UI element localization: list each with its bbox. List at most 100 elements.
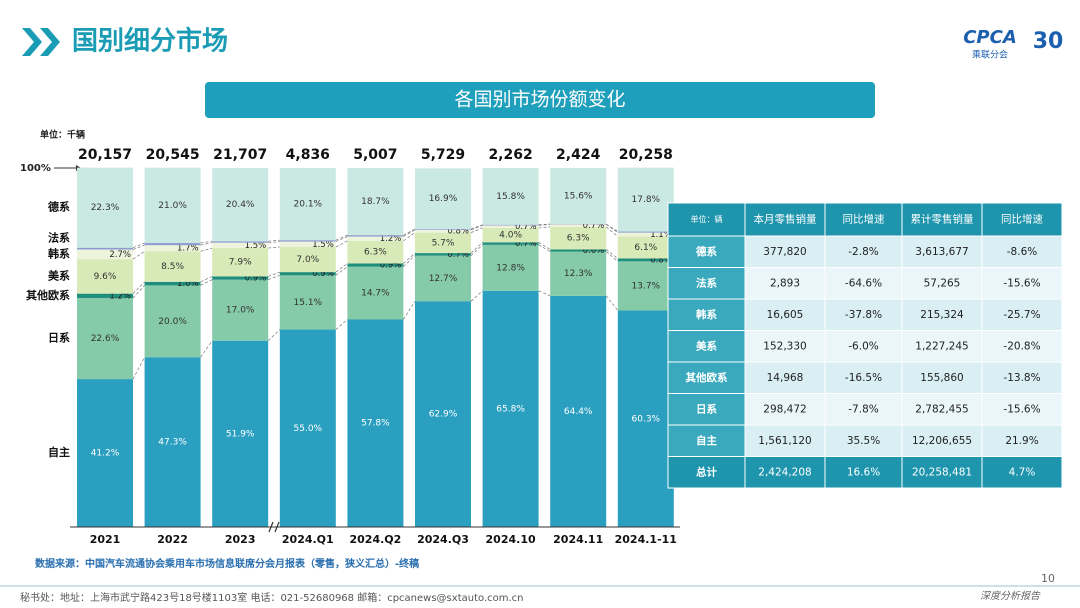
value-label: 12.7% bbox=[429, 274, 458, 284]
value-label: 15.1% bbox=[294, 298, 323, 308]
value-label: 21.0% bbox=[158, 201, 187, 211]
cell bbox=[901, 330, 983, 363]
bar-segment bbox=[550, 168, 607, 225]
connector bbox=[470, 242, 483, 254]
header-text: 累计零售销量 bbox=[911, 213, 974, 226]
x-tick-label: 2024.Q2 bbox=[349, 533, 401, 546]
cell bbox=[667, 235, 746, 268]
value-label: 7.0% bbox=[296, 255, 319, 265]
value-label: 20.4% bbox=[226, 200, 255, 210]
bar-segment bbox=[144, 357, 201, 527]
cell bbox=[744, 330, 826, 363]
connector bbox=[200, 240, 213, 244]
logo-sub: 乘联分会 bbox=[972, 49, 1008, 61]
connector bbox=[335, 266, 348, 276]
connector bbox=[470, 225, 483, 231]
bar-segment bbox=[347, 319, 404, 527]
cell-text: 自主 bbox=[696, 434, 717, 447]
bar-segment bbox=[77, 259, 133, 294]
x-tick-label: 2024.10 bbox=[486, 533, 536, 546]
bar-segment bbox=[415, 255, 471, 302]
connector bbox=[132, 242, 145, 249]
connector bbox=[335, 319, 348, 330]
value-label: 22.6% bbox=[91, 334, 120, 344]
value-label: 12.3% bbox=[564, 269, 593, 279]
total-label: 2,262 bbox=[488, 147, 532, 163]
value-label: 15.8% bbox=[496, 192, 525, 202]
series-label: 自主 bbox=[48, 445, 70, 459]
value-label: 1.2% bbox=[380, 234, 402, 244]
x-tick-label: 2021 bbox=[90, 533, 121, 546]
bar-segment bbox=[77, 293, 133, 298]
connector bbox=[200, 279, 213, 286]
bar-segment bbox=[550, 224, 607, 227]
value-label: 17.8% bbox=[632, 195, 661, 205]
connector bbox=[268, 275, 280, 280]
connector bbox=[605, 249, 619, 259]
value-label: 1.1% bbox=[650, 230, 672, 240]
series-label: 其他欧系 bbox=[26, 288, 70, 302]
connector bbox=[268, 246, 280, 249]
value-label: 22.3% bbox=[91, 203, 120, 213]
bar-segment bbox=[617, 261, 674, 311]
connector bbox=[605, 226, 619, 237]
connector bbox=[605, 251, 619, 262]
value-label: 64.4% bbox=[564, 407, 593, 417]
bar-segment bbox=[77, 247, 133, 250]
connector bbox=[268, 271, 280, 277]
cell-text: 2,782,455 bbox=[915, 403, 968, 415]
header-cell bbox=[981, 202, 1063, 237]
x-tick-label: 2024.11 bbox=[553, 533, 603, 546]
cell-text: 法系 bbox=[696, 276, 717, 289]
value-label: 62.9% bbox=[429, 410, 458, 420]
bar-segment bbox=[347, 266, 404, 320]
cell-text: 2,424,208 bbox=[758, 466, 811, 478]
value-label: 1.2% bbox=[109, 291, 131, 301]
cell-text: 16.6% bbox=[847, 466, 880, 478]
connector bbox=[538, 223, 551, 226]
total-label: 5,007 bbox=[353, 147, 397, 163]
value-label: 12.8% bbox=[496, 263, 525, 273]
value-label: 17.0% bbox=[226, 306, 255, 316]
cell-text: 日系 bbox=[696, 402, 717, 415]
connector bbox=[268, 239, 280, 242]
cell bbox=[744, 456, 826, 489]
bar-segment bbox=[482, 168, 539, 225]
value-label: 18.7% bbox=[361, 197, 390, 207]
connector bbox=[200, 340, 213, 358]
bar-segment bbox=[415, 168, 471, 230]
connector bbox=[200, 242, 213, 246]
cell bbox=[901, 235, 983, 268]
value-label: 6.3% bbox=[364, 248, 387, 258]
cell bbox=[744, 361, 826, 394]
value-label: 51.9% bbox=[226, 429, 255, 439]
series-label: 日系 bbox=[48, 331, 70, 345]
cell-text: 韩系 bbox=[696, 308, 717, 321]
value-label: 1.0% bbox=[177, 279, 199, 289]
unit-label: 单位：千辆 bbox=[40, 129, 85, 141]
header-cell bbox=[667, 202, 746, 237]
connector bbox=[132, 357, 145, 380]
x-tick-label: 2024.1-11 bbox=[615, 533, 677, 546]
cell-text: -25.7% bbox=[1003, 309, 1040, 321]
cell-text: 298,472 bbox=[763, 403, 806, 415]
total-label: 4,836 bbox=[286, 147, 330, 163]
value-label: 0.7% bbox=[447, 250, 469, 260]
cell-text: 总计 bbox=[696, 465, 717, 478]
bar-segment bbox=[212, 242, 269, 249]
connector bbox=[267, 329, 281, 341]
cell-text: 16,605 bbox=[767, 309, 804, 321]
value-label: 7.9% bbox=[229, 258, 252, 268]
bar-segment bbox=[347, 235, 404, 237]
cell-text: 1,227,245 bbox=[915, 340, 968, 352]
bar-segment bbox=[279, 275, 336, 330]
value-label: 4.0% bbox=[499, 231, 522, 241]
bar-segment bbox=[617, 231, 674, 233]
bar-segment bbox=[144, 251, 201, 282]
cell-text: 3,613,677 bbox=[915, 246, 968, 258]
cell bbox=[824, 424, 903, 457]
bar-segment bbox=[212, 168, 269, 242]
report-label: 深度分析报告 bbox=[980, 590, 1041, 602]
